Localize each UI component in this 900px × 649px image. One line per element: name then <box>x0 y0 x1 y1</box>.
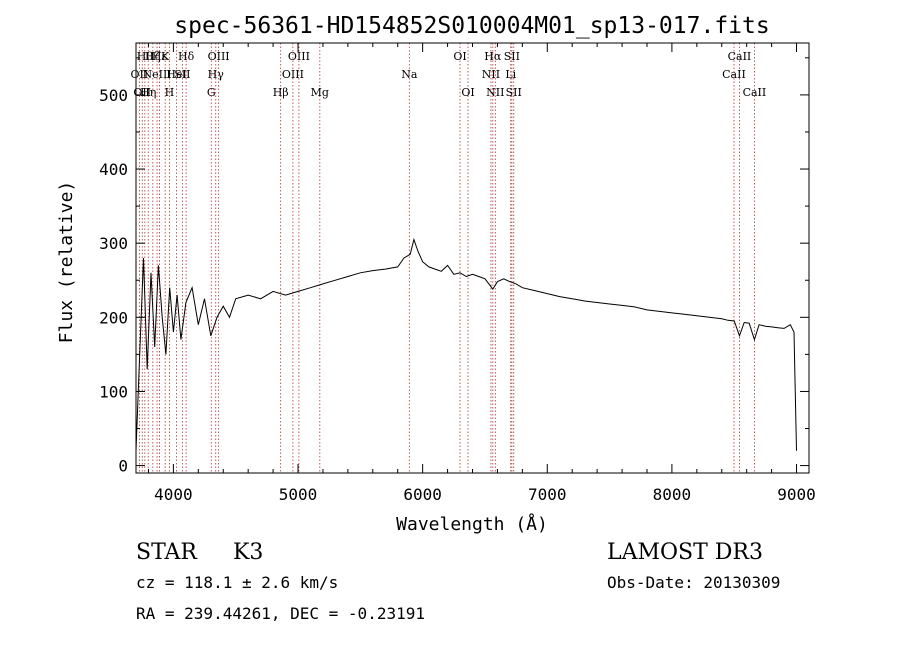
chart-title: spec-56361-HD154852S010004M01_sp13-017.f… <box>174 13 769 39</box>
line-label: Hα <box>484 50 502 63</box>
coordinates-text: RA = 239.44261, DEC = -0.23191 <box>136 604 425 623</box>
line-label: SII <box>504 50 520 63</box>
x-tick-label: 8000 <box>653 485 692 504</box>
line-label: Hη <box>140 86 156 99</box>
x-tick-label: 4000 <box>154 485 193 504</box>
line-label: SII <box>506 86 522 99</box>
line-labels: OIIOIIHθHηHζNeIIIHεKHHeISIIHδGHγOIIIHβOI… <box>131 50 767 99</box>
subclass-label: K3 <box>233 540 264 565</box>
line-label: Hζ <box>145 50 161 63</box>
x-axis-ticks: 4000 5000 6000 7000 8000 9000 <box>147 43 816 504</box>
line-label: Na <box>401 68 418 81</box>
x-tick-label: 9000 <box>777 485 816 504</box>
y-tick-label: 100 <box>99 382 128 401</box>
y-tick-label: 200 <box>99 308 128 327</box>
line-label: OIII <box>282 68 304 81</box>
line-label: NII <box>486 86 504 99</box>
line-label: K <box>161 50 170 63</box>
line-label: H <box>165 86 175 99</box>
line-label: OII <box>131 68 149 81</box>
y-axis-ticks: 0 100 200 300 400 500 <box>99 57 809 476</box>
line-label: Li <box>505 68 516 81</box>
line-label: Hδ <box>178 50 195 63</box>
line-label: Hβ <box>273 86 289 99</box>
plot-frame <box>135 42 810 474</box>
y-tick-label: 500 <box>99 86 128 105</box>
line-label: OI <box>453 50 466 63</box>
line-label: CaII <box>743 86 767 99</box>
x-tick-label: 5000 <box>279 485 318 504</box>
x-axis-label: Wavelength (Å) <box>396 513 548 535</box>
spectrum-line <box>135 237 797 451</box>
line-label: HeI <box>166 68 186 81</box>
y-tick-label: 0 <box>118 457 128 476</box>
line-label: Hθ <box>137 50 154 63</box>
class-label: STAR <box>136 540 197 565</box>
line-label: SII <box>174 68 190 81</box>
line-label: NeIII <box>142 68 171 81</box>
line-label: NII <box>482 68 500 81</box>
line-label: Hε <box>152 50 168 63</box>
obs-date-text: Obs-Date: 20130309 <box>607 573 781 592</box>
survey-label: LAMOST DR3 <box>607 540 763 565</box>
line-label: G <box>207 86 216 99</box>
x-tick-label: 6000 <box>403 485 442 504</box>
line-markers <box>138 43 755 473</box>
line-label: OII <box>133 86 151 99</box>
line-label: CaII <box>728 50 752 63</box>
line-label: Hγ <box>208 68 225 81</box>
x-tick-label: 7000 <box>528 485 567 504</box>
line-label: OI <box>461 86 474 99</box>
object-class: STAR K3 <box>136 540 263 565</box>
y-axis-label: Flux (relative) <box>56 181 77 344</box>
redshift-text: cz = 118.1 ± 2.6 km/s <box>136 573 339 592</box>
line-label: OIII <box>288 50 310 63</box>
line-label: Mg <box>311 86 329 99</box>
line-label: OIII <box>208 50 230 63</box>
y-tick-label: 400 <box>99 160 128 179</box>
line-label: CaII <box>722 68 746 81</box>
y-tick-label: 300 <box>99 234 128 253</box>
